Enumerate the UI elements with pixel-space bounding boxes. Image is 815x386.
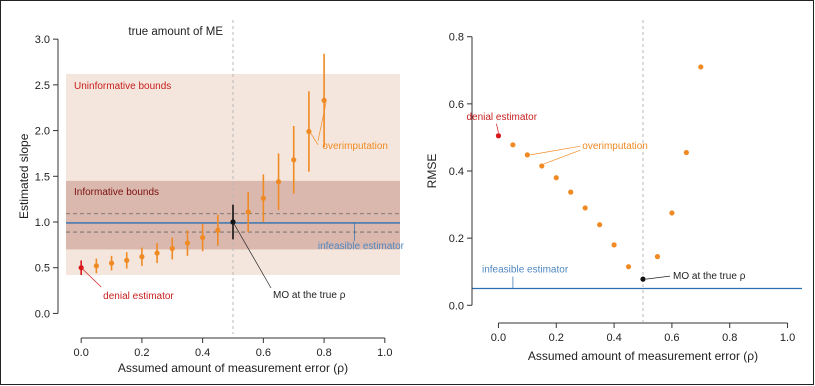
data-point xyxy=(124,257,130,263)
denial-estimator-label: denial estimator xyxy=(466,112,537,123)
data-point xyxy=(495,133,502,139)
data-point xyxy=(108,260,115,266)
y-tick-label: 0.4 xyxy=(449,166,464,178)
x-tick-label: 0.8 xyxy=(722,332,737,344)
uninformative-bounds-label: Uninformative bounds xyxy=(74,81,171,92)
y-tick-label: 1.5 xyxy=(35,171,50,183)
right-axes: 0.0 0.2 0.4 0.6 0.8 0.0 0.2 0.4 0.6 0.8 1.0 xyxy=(449,32,795,344)
x-tick-label: 0.4 xyxy=(606,332,621,344)
left-x-axis-label: Assumed amount of measurement error (ρ) xyxy=(118,361,348,375)
left-panel: 0.00.51.01.52.02.53.00.0 0.2 0.4 0.6 0.8 1.0 … xyxy=(17,20,405,375)
x-tick-label: 0.0 xyxy=(74,347,89,359)
y-tick-label: 1.0 xyxy=(35,217,50,229)
y-tick-label: 0.8 xyxy=(449,32,464,44)
x-tick-label: 0.2 xyxy=(134,347,149,359)
data-point xyxy=(291,157,297,163)
infeasible-estimator-label: infeasible estimator xyxy=(318,241,405,252)
mo-true-pointer xyxy=(232,221,272,289)
y-tick-label: 2.5 xyxy=(35,80,50,92)
data-point xyxy=(93,263,99,269)
true-me-label: true amount of ME xyxy=(128,26,223,38)
data-point xyxy=(683,149,689,156)
right-x-axis-label: Assumed amount of measurement error (ρ) xyxy=(528,349,758,363)
data-point xyxy=(154,250,160,256)
data-point xyxy=(654,254,661,260)
data-point xyxy=(669,210,675,216)
x-tick-label: 0.6 xyxy=(664,332,679,344)
data-point xyxy=(200,234,206,241)
data-point xyxy=(275,179,282,185)
denial-pointer xyxy=(80,267,102,288)
data-point xyxy=(539,163,545,169)
data-point xyxy=(245,209,251,215)
left-data-points xyxy=(78,53,327,276)
data-point xyxy=(640,276,646,282)
data-point xyxy=(510,142,516,148)
data-point xyxy=(524,152,530,158)
data-point xyxy=(582,205,588,211)
data-point xyxy=(139,254,145,260)
infeasible-estimator-label: infeasible estimator xyxy=(482,265,569,276)
left-y-axis-label: Estimated slope xyxy=(17,133,31,219)
data-point xyxy=(553,175,559,181)
y-tick-label: 0.2 xyxy=(449,233,464,245)
overimputation-pointer xyxy=(530,145,581,156)
overimputation-pointer xyxy=(317,102,327,141)
x-tick-label: 0.8 xyxy=(316,347,331,359)
x-tick-label: 1.0 xyxy=(780,332,795,344)
y-tick-label: 0.0 xyxy=(35,308,50,320)
left-axes: 0.0 0.5 1.0 1.5 2.0 2.5 3.0 0.0 0.2 0.4 0.6 0.8 1.0 xyxy=(35,34,393,359)
right-y-axis-label: RMSE xyxy=(425,154,439,189)
data-point xyxy=(184,240,191,246)
right-panel: 0.0 0.2 0.4 0.6 0.8 0.0 0.2 0.4 0.6 0.8 1.0 denial… xyxy=(425,20,802,363)
y-tick-label: 3.0 xyxy=(35,34,50,46)
data-point xyxy=(698,64,704,70)
y-tick-label: 0.6 xyxy=(449,99,464,111)
data-point xyxy=(568,189,574,195)
y-tick-label: 0.0 xyxy=(449,300,464,312)
x-tick-label: 0.2 xyxy=(549,332,564,344)
data-point xyxy=(321,97,327,103)
x-tick-label: 0.6 xyxy=(256,347,271,359)
denial-pointer xyxy=(496,123,499,133)
data-point xyxy=(306,128,312,135)
data-point xyxy=(611,242,617,248)
mo-true-label: MO at the true ρ xyxy=(273,290,346,301)
y-tick-label: 2.0 xyxy=(35,126,50,138)
data-point xyxy=(597,222,603,228)
x-tick-label: 1.0 xyxy=(377,347,392,359)
x-tick-label: 0.0 xyxy=(491,332,506,344)
mo-true-pointer xyxy=(645,275,671,280)
data-point xyxy=(625,264,632,270)
data-point xyxy=(169,245,175,252)
overimputation-label: overimputation xyxy=(582,141,648,152)
overimputation-pointer xyxy=(310,133,319,146)
x-tick-label: 0.4 xyxy=(195,347,210,359)
right-data-points xyxy=(495,64,704,282)
mo-true-label: MO at the true ρ xyxy=(673,271,746,282)
overimputation-label: overimputation xyxy=(322,141,388,152)
data-point xyxy=(215,227,221,233)
denial-estimator-label: denial estimator xyxy=(103,291,174,302)
data-point xyxy=(260,195,266,201)
y-tick-label: 0.5 xyxy=(35,263,50,275)
informative-bounds-label: Informative bounds xyxy=(74,187,159,198)
overimputation-pointer xyxy=(543,149,581,165)
